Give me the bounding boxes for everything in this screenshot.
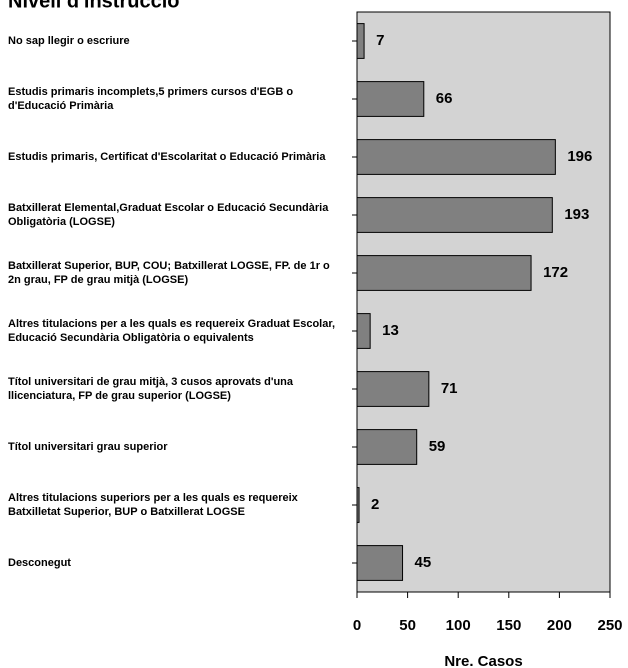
x-tick-label: 200 — [547, 617, 572, 634]
bar — [356, 139, 556, 175]
value-label: 2 — [371, 496, 379, 513]
bar — [356, 23, 365, 59]
x-tick-label: 0 — [353, 617, 361, 634]
y-tick-label: Batxillerat Superior, BUP, COU; Batxille… — [8, 260, 330, 286]
value-label: 7 — [376, 32, 384, 49]
bar — [356, 313, 371, 349]
value-label: 45 — [415, 554, 432, 571]
value-label: 59 — [429, 438, 446, 455]
y-tick-label: Desconegut — [8, 557, 71, 569]
y-tick-label: Estudis primaris, Certificat d'Escolarit… — [8, 151, 326, 163]
y-tick-label: No sap llegir o escriure — [8, 35, 130, 47]
x-tick-label: 50 — [399, 617, 416, 634]
x-tick-label: 150 — [496, 617, 521, 634]
y-tick-label: Estudis primaris incomplets,5 primers cu… — [8, 86, 294, 112]
y-tick-label: Altres titulacions per a les quals es re… — [8, 318, 336, 344]
bar — [356, 255, 532, 291]
bar — [356, 545, 404, 581]
x-tick-label: 250 — [597, 617, 622, 634]
y-tick-label: Títol universitari de grau mitjà, 3 cuso… — [8, 376, 294, 402]
value-label: 66 — [436, 90, 453, 107]
value-label: 172 — [543, 264, 568, 281]
y-tick-label: Batxillerat Elemental,Graduat Escolar o … — [8, 202, 329, 228]
bar — [356, 197, 553, 233]
y-tick-label: Altres titulacions superiors per a les q… — [8, 492, 298, 518]
value-label: 193 — [564, 206, 589, 223]
bar — [356, 81, 425, 117]
bar — [356, 487, 360, 523]
x-axis-label: Nre. Casos — [444, 653, 522, 668]
x-tick-label: 100 — [446, 617, 471, 634]
chart-title: Nivell d'instrucció — [8, 0, 179, 12]
bar — [356, 371, 430, 407]
value-label: 71 — [441, 380, 458, 397]
y-tick-label: Títol universitari grau superior — [8, 441, 168, 453]
bar — [356, 429, 418, 465]
value-label: 13 — [382, 322, 399, 339]
value-label: 196 — [567, 148, 592, 165]
